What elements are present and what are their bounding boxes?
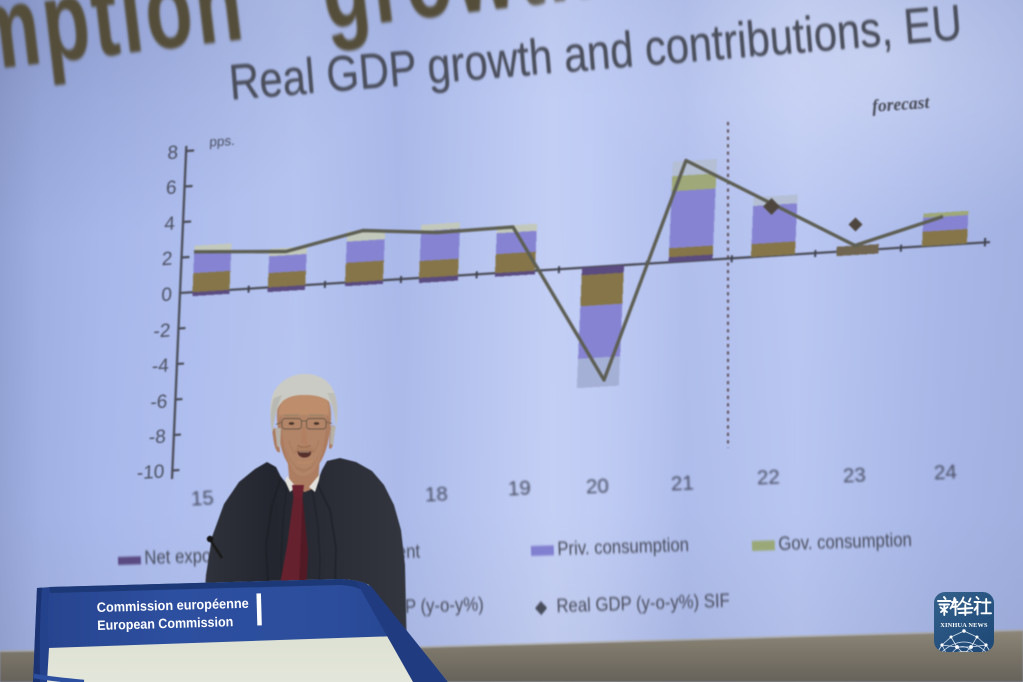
svg-text:2: 2 bbox=[161, 249, 172, 271]
svg-text:-2: -2 bbox=[153, 321, 171, 343]
svg-text:-4: -4 bbox=[152, 355, 170, 377]
svg-text:0: 0 bbox=[161, 285, 172, 307]
svg-text:4: 4 bbox=[164, 213, 176, 235]
svg-text:8: 8 bbox=[167, 143, 178, 165]
svg-text:-6: -6 bbox=[150, 392, 168, 414]
svg-text:pps.: pps. bbox=[209, 133, 235, 150]
svg-text:Commission européenne: Commission européenne bbox=[97, 596, 250, 615]
svg-text:-8: -8 bbox=[148, 427, 166, 449]
svg-text:European Commission: European Commission bbox=[97, 614, 233, 633]
svg-text:XINHUA NEWS: XINHUA NEWS bbox=[940, 622, 988, 629]
svg-text:6: 6 bbox=[166, 178, 177, 200]
svg-text:-10: -10 bbox=[136, 462, 164, 485]
